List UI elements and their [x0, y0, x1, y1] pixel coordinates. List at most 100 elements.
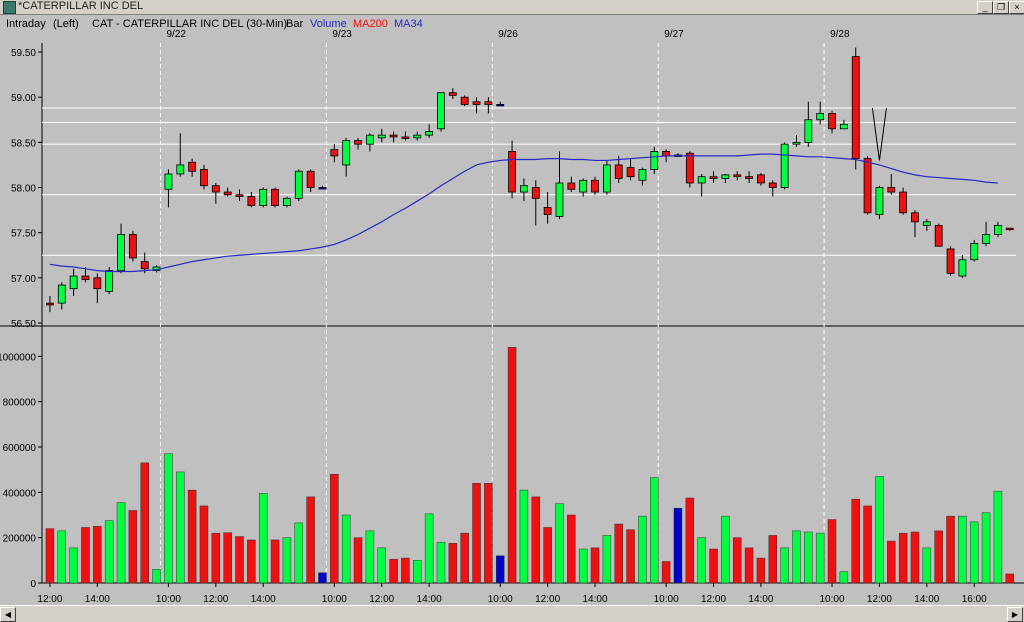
window-title: *CATERPILLAR INC DEL	[18, 0, 144, 12]
candle-body	[69, 275, 78, 290]
candle-body	[437, 92, 445, 130]
ma34-line	[49, 153, 998, 273]
candle-body	[922, 221, 931, 226]
candle-body	[887, 187, 896, 193]
candle-body	[164, 173, 173, 190]
candle-body	[685, 152, 694, 184]
time-label: 12:00	[369, 594, 394, 605]
candle-body	[602, 164, 611, 193]
candle-body	[306, 170, 315, 188]
candle-body	[567, 182, 576, 190]
candle-body	[875, 187, 884, 216]
volume-bar	[969, 521, 979, 584]
annotation-v-mark	[871, 107, 887, 161]
day-label: 9/22	[167, 29, 187, 40]
volume-bar	[898, 532, 908, 584]
candle-body	[638, 169, 647, 181]
volume-bar	[507, 347, 517, 584]
time-label: 12:00	[535, 594, 560, 605]
volume-bar	[57, 530, 67, 584]
volume-bar	[792, 530, 801, 584]
candle-body	[128, 234, 137, 259]
time-label: 10:00	[654, 594, 679, 605]
volume-tick-label: 200000	[3, 534, 37, 545]
candle-body	[508, 150, 516, 193]
time-label: 10:00	[156, 594, 181, 605]
volume-bar	[436, 541, 446, 584]
volume-bar	[602, 535, 612, 584]
candle-body	[970, 243, 979, 261]
candle-body	[1005, 227, 1014, 231]
candle-body	[389, 134, 398, 138]
candle-body	[496, 104, 505, 107]
candle-body	[330, 149, 339, 157]
candle-body	[235, 194, 244, 197]
price-tick-label: 57.50	[11, 229, 36, 240]
volume-bar	[270, 539, 280, 584]
candle-body	[472, 101, 481, 105]
candle-body	[188, 161, 197, 172]
volume-bar	[851, 498, 860, 584]
volume-bar	[661, 561, 671, 584]
restore-button[interactable]: ❐	[993, 1, 1009, 14]
time-label: 14:00	[417, 594, 442, 605]
candle-body	[816, 113, 825, 121]
price-axis-labels: 56.50 57.00 57.50 58.00 58.50 59.00 59.50	[11, 48, 42, 330]
legend-ma34: MA34	[394, 18, 423, 30]
volume-bar	[590, 547, 600, 584]
volume-bar	[187, 489, 197, 584]
candle-body	[745, 176, 753, 179]
scroll-left-button[interactable]: ◀	[0, 607, 16, 622]
ma34-layer	[49, 153, 998, 273]
price-tick-label: 58.50	[11, 138, 36, 149]
candle-body	[626, 167, 635, 178]
volume-bar	[567, 514, 576, 584]
volume-bar	[45, 528, 55, 584]
legend-axis-side: (Left)	[53, 18, 79, 30]
candle-body	[105, 270, 114, 292]
volume-bar	[910, 531, 920, 584]
scroll-right-button[interactable]: ▶	[1007, 607, 1023, 622]
volume-axis-labels: 0 200000 400000 600000 800000 1000000	[0, 352, 42, 590]
price-volume-chart[interactable]: Intraday (Left) CAT - CATERPILLAR INC DE…	[0, 15, 1024, 605]
candle-body	[211, 185, 220, 193]
volume-bar	[732, 537, 742, 584]
candle-body	[768, 182, 777, 188]
candle-body	[721, 174, 730, 179]
volume-bar	[294, 522, 304, 584]
time-label: 14:00	[85, 594, 110, 605]
candle-body	[259, 188, 268, 206]
candle-body	[934, 225, 943, 247]
candle-body	[662, 150, 671, 157]
day-label: 9/27	[664, 29, 684, 40]
time-label: 16:00	[962, 594, 987, 605]
volume-bar	[247, 539, 256, 584]
chart-area[interactable]: Intraday (Left) CAT - CATERPILLAR INC DE…	[0, 15, 1024, 605]
volume-bar	[258, 493, 268, 584]
volume-bar	[946, 515, 955, 584]
volume-bar	[804, 531, 813, 584]
candle-body	[650, 150, 659, 170]
volume-bar	[365, 530, 375, 584]
candle-body	[863, 158, 872, 214]
candle-body	[780, 143, 789, 188]
day-labels: 9/22 9/23 9/26 9/27 9/28	[167, 29, 851, 40]
volume-tick-label: 600000	[3, 443, 37, 454]
close-button[interactable]: ×	[1009, 1, 1024, 14]
volume-bar	[555, 503, 564, 584]
volume-bar	[685, 497, 695, 584]
time-label: 12:00	[867, 594, 892, 605]
time-label: 10:00	[322, 594, 347, 605]
price-tick-label: 56.50	[11, 319, 36, 330]
time-label: 12:00	[701, 594, 726, 605]
volume-bar	[495, 555, 505, 584]
volume-bars	[45, 347, 1015, 584]
horizontal-scrollbar[interactable]: ◀ ▶	[0, 605, 1024, 622]
volume-bar	[744, 547, 754, 584]
candle-body	[697, 176, 706, 184]
volume-tick-label: 800000	[3, 398, 37, 409]
volume-bar	[282, 537, 292, 584]
volume-bar	[484, 483, 493, 584]
candle-body	[117, 234, 125, 272]
minimize-button[interactable]: _	[977, 1, 993, 14]
